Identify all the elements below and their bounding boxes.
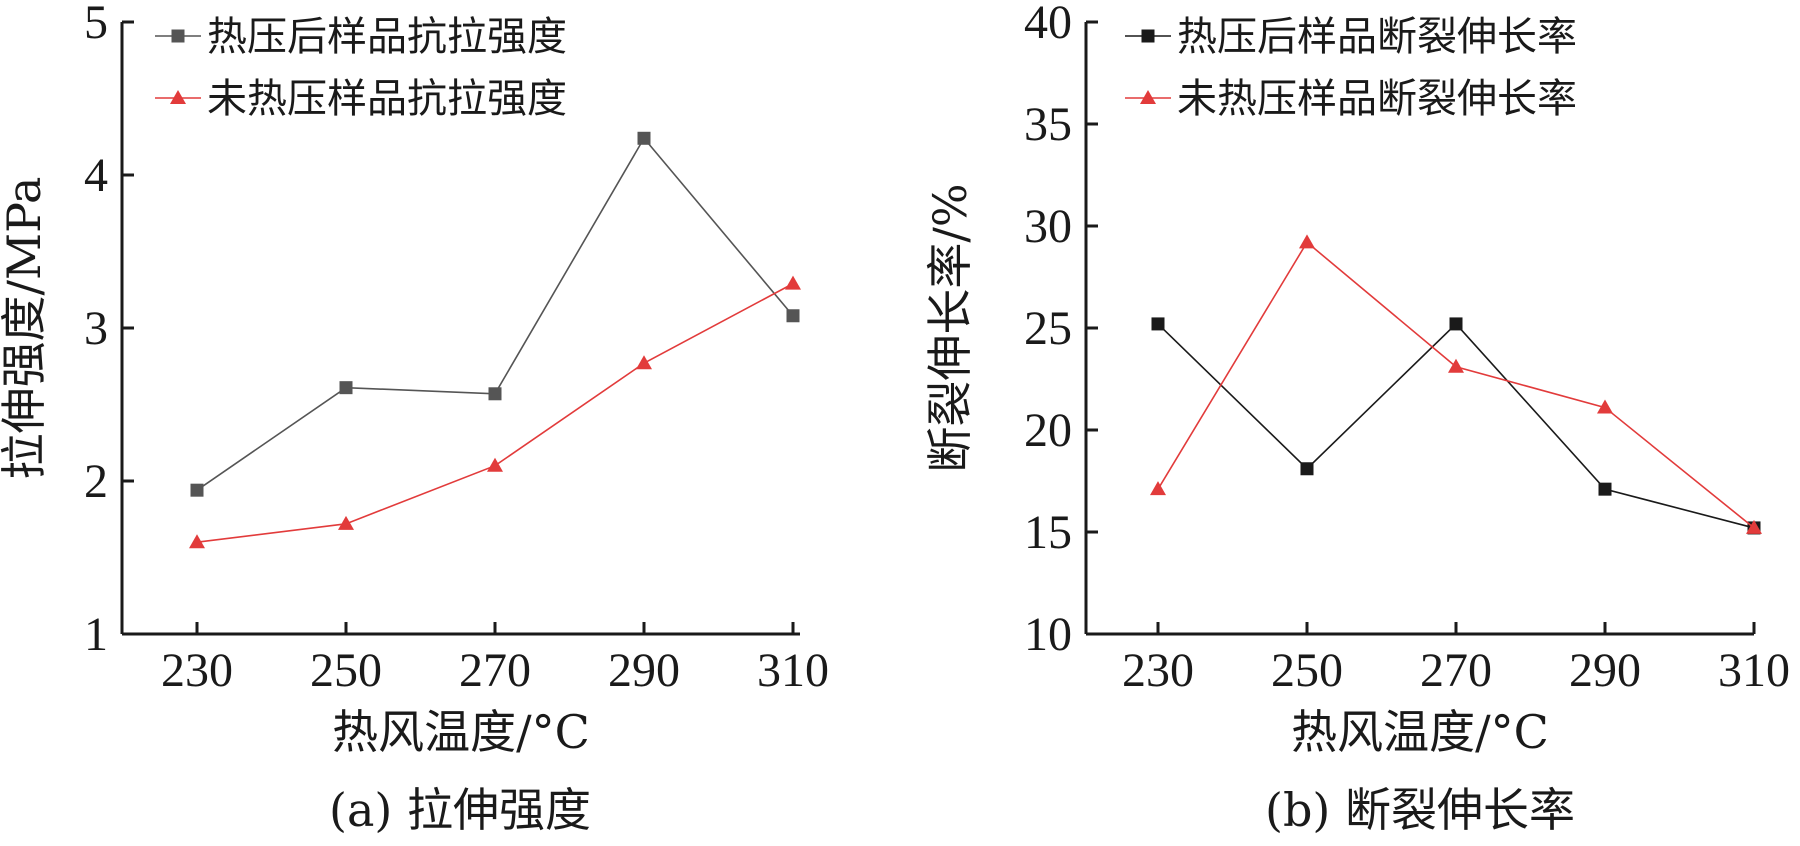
series-line-a-2 [196,282,794,543]
x-tick-label-b: 250 [1271,644,1343,697]
y-tick-label-b: 25 [1024,302,1072,355]
data-point-b-2 [1746,519,1762,534]
legend-label-a-2: 未热压样品抗拉强度 [207,76,567,122]
y-tick-label-b: 40 [1024,0,1072,49]
data-point-a-1 [786,309,800,323]
chart-elongation-at-break: 10 15 20 25 30 35 40 230 250 270 290 310 热风温度/°C 断裂伸长… [923,0,1790,837]
data-point-b-1 [1151,317,1165,331]
data-point-b-1 [1598,482,1612,496]
data-point-b-2 [1299,234,1315,249]
legend-marker-a-1 [171,29,185,43]
data-point-a-1 [190,483,204,497]
caption-b: (b) 断裂伸长率 [1265,783,1575,837]
data-point-a-2 [785,275,801,290]
y-tick-label-a: 2 [84,455,108,508]
y-tick-label-a: 3 [84,302,108,355]
legend-marker-b-1 [1141,29,1155,43]
data-point-a-2 [189,534,205,549]
y-axis-label-a: 拉伸强度/MPa [0,177,51,480]
legend-label-b-2: 未热压样品断裂伸长率 [1177,76,1577,122]
x-axis-label-a: 热风温度/°C [332,705,590,759]
y-tick-label-b: 35 [1024,98,1072,151]
y-tick-label-b: 10 [1024,608,1072,661]
data-point-a-1 [637,131,651,145]
x-tick-label-a: 270 [459,644,531,697]
legend-marker-a-2 [170,90,186,104]
data-point-a-2 [487,457,503,472]
legend-marker-b-2 [1140,90,1156,104]
data-point-b-2 [1150,481,1166,496]
y-tick-label-b: 15 [1024,506,1072,559]
x-tick-label-b: 230 [1122,644,1194,697]
x-tick-label-a: 230 [161,644,233,697]
x-tick-label-b: 290 [1569,644,1641,697]
x-tick-label-a: 290 [608,644,680,697]
data-point-b-2 [1597,399,1613,414]
caption-a: (a) 拉伸强度 [329,783,591,837]
legend-label-b-1: 热压后样品断裂伸长率 [1177,14,1577,60]
data-point-a-2 [636,355,652,370]
x-axis-label-b: 热风温度/°C [1291,705,1549,759]
x-tick-label-a: 250 [310,644,382,697]
y-tick-label-a: 5 [84,0,108,49]
legend-label-a-1: 热压后样品抗拉强度 [207,14,567,60]
x-tick-label-b: 310 [1718,644,1790,697]
data-point-a-1 [339,381,353,395]
x-tick-label-b: 270 [1420,644,1492,697]
series-line-a-1 [196,136,794,491]
chart-tensile-strength: 1 2 3 4 5 230 250 270 290 310 热风温度/°C 拉伸强度/MPa (a) 拉… [0,0,829,837]
y-tick-label-b: 30 [1024,200,1072,253]
series-line-b-1 [1157,322,1755,529]
data-point-a-1 [488,387,502,401]
data-point-b-1 [1449,317,1463,331]
data-point-b-1 [1300,462,1314,476]
data-point-b-2 [1448,358,1464,373]
data-point-a-2 [338,515,354,530]
y-tick-label-b: 20 [1024,404,1072,457]
x-tick-label-a: 310 [757,644,829,697]
series-line-b-2 [1157,241,1755,529]
y-tick-label-a: 4 [84,149,108,202]
y-axis-label-b: 断裂伸长率/% [923,183,977,472]
y-tick-label-a: 1 [84,608,108,661]
